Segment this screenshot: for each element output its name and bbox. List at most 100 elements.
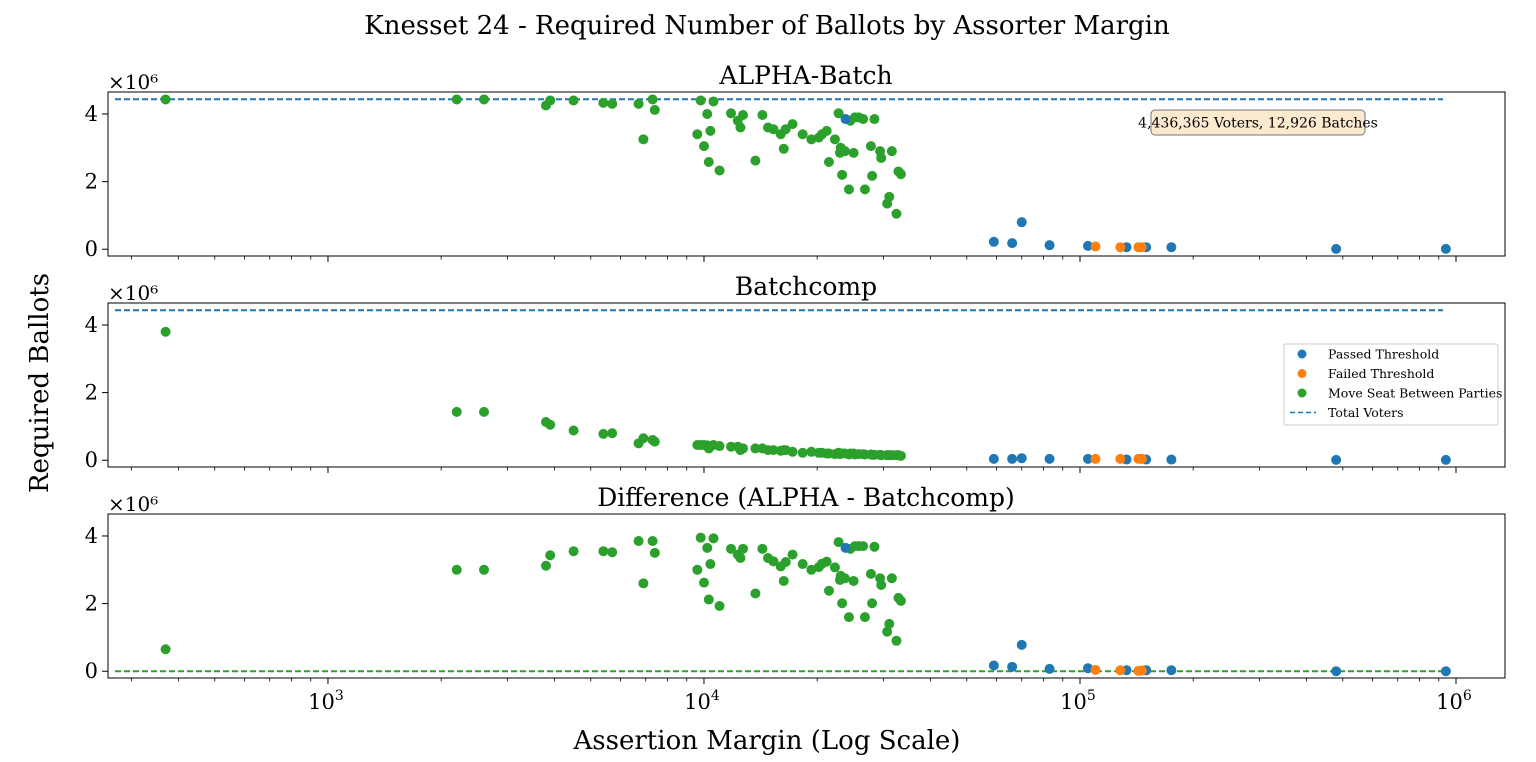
point-move-seat-between-parties [757,109,768,120]
point-move-seat-between-parties [787,119,798,130]
y-axis-label: Required Ballots [25,273,55,493]
axes-frame [107,513,1506,679]
point-move-seat-between-parties [703,594,714,605]
point-move-seat-between-parties [823,585,834,596]
point-move-seat-between-parties [726,543,737,554]
point-move-seat-between-parties [858,114,869,125]
point-move-seat-between-parties [867,170,878,181]
x-axis-label: Assertion Margin (Log Scale) [573,726,961,756]
point-move-seat-between-parties [750,588,761,599]
point-move-seat-between-parties [647,94,658,105]
point-passed-threshold [1331,454,1342,465]
subplot-2: Batchcomp 0 2 4 ×10⁶ Passed Threshold Failed T… [85,272,1506,473]
legend-label: Passed Threshold [1328,347,1439,362]
x-tick-exponent: 3 [335,688,344,704]
point-move-seat-between-parties [865,568,876,579]
point-move-seat-between-parties [607,98,618,109]
y-tick-label: 4 [85,102,98,126]
point-move-seat-between-parties [895,169,906,180]
point-move-seat-between-parties [638,433,649,444]
point-failed-threshold [1090,664,1101,675]
point-move-seat-between-parties [638,578,649,589]
point-passed-threshold [1016,217,1027,228]
point-move-seat-between-parties [891,208,902,219]
subplot-title: Batchcomp [735,272,877,301]
point-move-seat-between-parties [545,95,556,106]
point-move-seat-between-parties [695,95,706,106]
point-move-seat-between-parties [750,443,761,454]
point-move-seat-between-parties [886,573,897,584]
point-failed-threshold [1115,242,1126,253]
x-tick-exponent: 4 [711,688,720,704]
point-move-seat-between-parties [607,428,618,439]
point-move-seat-between-parties [806,446,817,457]
x-tick-label: 103 [308,688,344,714]
x-tick-label: 105 [1060,688,1096,714]
point-move-seat-between-parties [705,125,716,136]
point-move-seat-between-parties [160,94,171,105]
point-passed-threshold [1440,454,1451,465]
point-passed-threshold [1440,666,1451,677]
legend-frame [1283,343,1499,426]
point-move-seat-between-parties [829,562,840,573]
point-move-seat-between-parties [607,547,618,558]
point-passed-threshold [1082,240,1093,251]
point-move-seat-between-parties [882,626,893,637]
subplots: ALPHA-Batch 0 2 4 ×10⁶ 4,436,365 Voters, 12,9… [85,61,1506,714]
point-move-seat-between-parties [837,169,848,180]
legend-marker [1297,388,1307,398]
point-move-seat-between-parties [568,95,579,106]
point-failed-threshold [1136,453,1147,464]
point-passed-threshold [988,236,999,247]
point-move-seat-between-parties [479,406,490,417]
y-tick-label: 4 [85,524,98,548]
point-move-seat-between-parties [757,543,768,554]
point-move-seat-between-parties [884,191,895,202]
point-passed-threshold [1082,663,1093,674]
point-move-seat-between-parties [778,143,789,154]
point-passed-threshold [1016,453,1027,464]
point-move-seat-between-parties [545,550,556,561]
point-passed-threshold [1044,663,1055,674]
point-move-seat-between-parties [895,450,906,461]
point-move-seat-between-parties [568,425,579,436]
point-passed-threshold [988,453,999,464]
point-move-seat-between-parties [780,557,791,568]
point-move-seat-between-parties [821,556,832,567]
point-move-seat-between-parties [714,441,725,452]
point-passed-threshold [1166,242,1177,253]
point-move-seat-between-parties [768,556,779,567]
subplot-title: Difference (ALPHA - Batchcomp) [597,483,1015,512]
point-move-seat-between-parties [735,552,746,563]
point-move-seat-between-parties [702,108,713,119]
point-move-seat-between-parties [787,446,798,457]
axes-frame [107,302,1506,468]
legend: Passed Threshold Failed Threshold Move Sea… [1283,343,1502,426]
point-move-seat-between-parties [714,600,725,611]
x-tick-exponent: 6 [1463,688,1472,704]
point-move-seat-between-parties [869,114,880,125]
point-failed-threshold [1136,665,1147,676]
point-move-seat-between-parties [867,598,878,609]
point-move-seat-between-parties [598,97,609,108]
point-move-seat-between-parties [598,428,609,439]
point-passed-threshold [988,660,999,671]
point-move-seat-between-parties [797,447,808,458]
point-passed-threshold [840,542,851,553]
point-move-seat-between-parties [859,612,870,623]
point-move-seat-between-parties [865,141,876,152]
y-tick-label: 2 [85,381,98,405]
y-tick-label: 2 [85,592,98,616]
point-passed-threshold [1007,661,1018,672]
subplot-title: ALPHA-Batch [718,61,892,90]
y-multiplier: ×10⁶ [108,492,158,516]
point-passed-threshold [1016,639,1027,650]
y-multiplier: ×10⁶ [108,281,158,305]
point-move-seat-between-parties [843,612,854,623]
legend-label: Move Seat Between Parties [1328,386,1502,401]
point-move-seat-between-parties [160,326,171,337]
point-move-seat-between-parties [869,541,880,552]
point-move-seat-between-parties [806,134,817,145]
point-move-seat-between-parties [895,595,906,606]
point-passed-threshold [1331,243,1342,254]
